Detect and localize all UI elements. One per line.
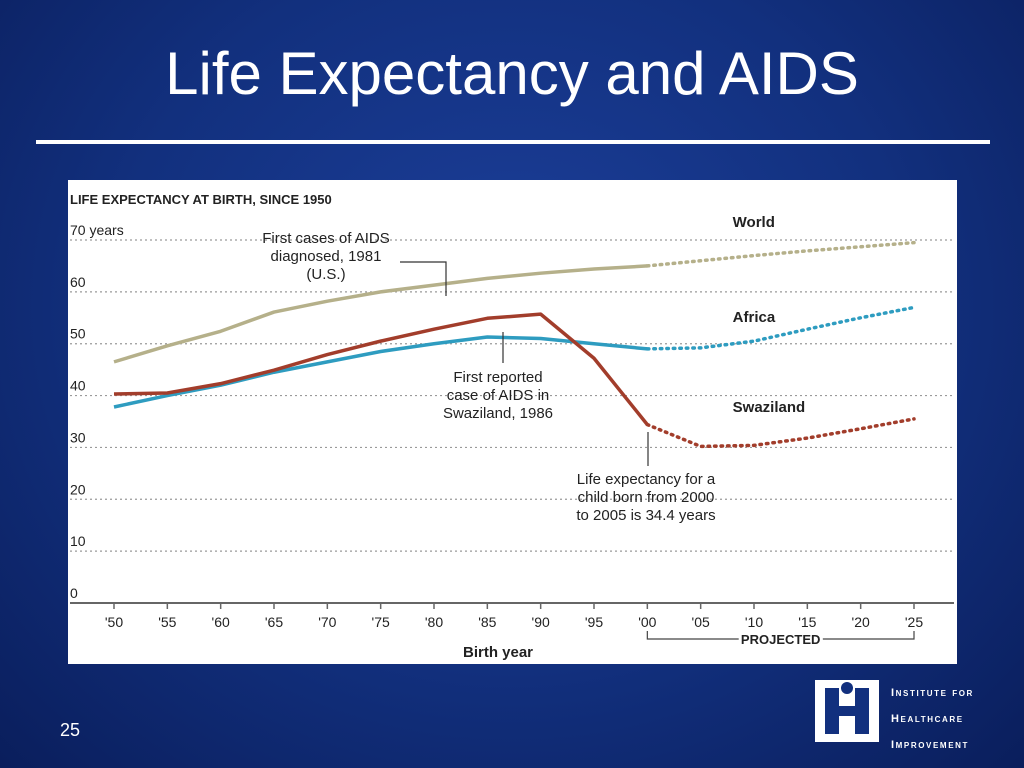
ihi-logo-text: Institute for Healthcare Improvement bbox=[891, 680, 974, 758]
title-divider bbox=[36, 140, 990, 144]
chart-title: LIFE EXPECTANCY AT BIRTH, SINCE 1950 bbox=[70, 192, 332, 207]
x-tick-label: '25 bbox=[905, 614, 923, 630]
series-label-world: World bbox=[733, 214, 775, 231]
annotation-text: case of AIDS in bbox=[447, 387, 550, 404]
x-tick-label: '55 bbox=[158, 614, 176, 630]
x-tick-label: '85 bbox=[478, 614, 496, 630]
annotation-text: First cases of AIDS bbox=[262, 230, 390, 247]
x-tick-label: '50 bbox=[105, 614, 123, 630]
y-tick-label: 10 bbox=[70, 533, 86, 549]
series-line-swaziland bbox=[113, 312, 649, 426]
logo-line-1: Institute for bbox=[891, 687, 974, 699]
x-tick-label: '20 bbox=[852, 614, 870, 630]
annotation-text: to 2005 is 34.4 years bbox=[576, 507, 715, 524]
annotation-text: diagnosed, 1981 bbox=[271, 248, 382, 265]
series-projection-swaziland bbox=[645, 417, 916, 449]
annotation-text: (U.S.) bbox=[306, 266, 345, 283]
x-tick-label: '65 bbox=[265, 614, 283, 630]
y-tick-label: 40 bbox=[70, 378, 86, 394]
annotation-text: child born from 2000 bbox=[578, 489, 715, 506]
x-tick-label: '10 bbox=[745, 614, 763, 630]
x-tick-label: '80 bbox=[425, 614, 443, 630]
series-label-swaziland: Swaziland bbox=[733, 399, 806, 416]
x-tick-label: '15 bbox=[798, 614, 816, 630]
ihi-logo-mark-icon bbox=[815, 680, 879, 742]
slide-title: Life Expectancy and AIDS bbox=[165, 40, 859, 107]
y-tick-label: 50 bbox=[70, 326, 86, 342]
annotation-text: Swaziland, 1986 bbox=[443, 405, 553, 422]
y-tick-label: 30 bbox=[70, 429, 86, 445]
y-tick-label: 70 years bbox=[70, 222, 124, 238]
x-tick-label: '60 bbox=[212, 614, 230, 630]
series-line-africa bbox=[113, 335, 648, 409]
projected-bracket bbox=[646, 631, 915, 640]
series-projection-world bbox=[645, 240, 916, 268]
x-tick-label: '00 bbox=[638, 614, 656, 630]
x-tick-label: '95 bbox=[585, 614, 603, 630]
series-line-world bbox=[113, 264, 648, 364]
logo-line-3: Improvement bbox=[891, 739, 969, 751]
series-projection-africa bbox=[645, 305, 916, 351]
logo-line-2: Healthcare bbox=[891, 713, 964, 725]
slide-number: 25 bbox=[60, 720, 81, 740]
annotation-text: Life expectancy for a bbox=[577, 471, 716, 488]
annotation-leader bbox=[400, 261, 447, 296]
y-tick-label: 0 bbox=[70, 585, 78, 601]
x-tick-label: '90 bbox=[532, 614, 550, 630]
chart-panel: LIFE EXPECTANCY AT BIRTH, SINCE 1950 70 … bbox=[68, 180, 957, 664]
ihi-logo: Institute for Healthcare Improvement bbox=[815, 680, 1015, 751]
y-tick-label: 20 bbox=[70, 481, 86, 497]
x-tick-label: '70 bbox=[318, 614, 336, 630]
x-axis-label: Birth year bbox=[463, 644, 533, 661]
y-tick-label: 60 bbox=[70, 274, 86, 290]
series-label-africa: Africa bbox=[733, 309, 776, 326]
projected-label: PROJECTED bbox=[741, 632, 820, 647]
x-tick-label: '75 bbox=[372, 614, 390, 630]
annotation-text: First reported bbox=[453, 369, 542, 386]
life-expectancy-chart: LIFE EXPECTANCY AT BIRTH, SINCE 1950 70 … bbox=[70, 192, 954, 661]
x-tick-label: '05 bbox=[692, 614, 710, 630]
